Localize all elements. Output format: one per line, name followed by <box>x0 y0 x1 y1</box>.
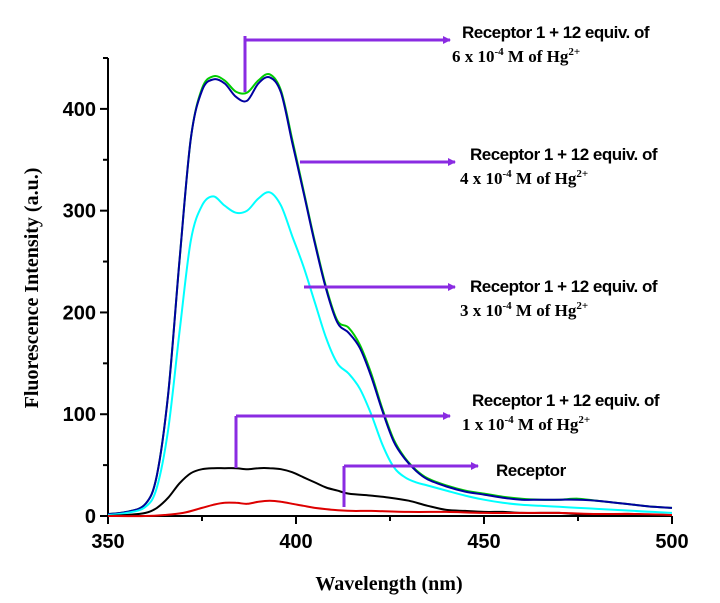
annotation-label-line1: Receptor 1 + 12 equiv. of <box>472 391 660 410</box>
annotation-4: Receptor 1 + 12 equiv. of 1 x 10-4 M of H… <box>234 391 660 468</box>
y-tick-label: 200 <box>63 302 96 324</box>
y-tick-label: 0 <box>85 506 96 528</box>
annotation-3: Receptor 1 + 12 equiv. of 3 x 10-4 M of H… <box>304 277 658 320</box>
y-tick-label: 400 <box>63 99 96 121</box>
annotation-label-line2: 6 x 10-4 M of Hg2+ <box>452 46 580 66</box>
annotation-label-line2: 3 x 10-4 M of Hg2+ <box>460 300 588 320</box>
y-tick-label: 100 <box>63 404 96 426</box>
annotation-5: Receptor <box>342 461 567 507</box>
annotation-layer: Receptor 1 + 12 equiv. of 6 x 10-4 M of H… <box>234 23 660 507</box>
series-layer <box>107 72 673 518</box>
x-tick-label: 500 <box>655 531 688 553</box>
series-line-3 <box>107 191 673 516</box>
series-line-5 <box>107 499 673 518</box>
annotation-label-line1: Receptor <box>496 461 567 480</box>
annotation-label-line2: 1 x 10-4 M of Hg2+ <box>462 414 590 434</box>
annotation-label-line1: Receptor 1 + 12 equiv. of <box>462 23 650 42</box>
annotation-2: Receptor 1 + 12 equiv. of 4 x 10-4 M of H… <box>300 145 658 188</box>
series-line-2 <box>107 75 673 515</box>
y-tick-label: 300 <box>63 201 96 223</box>
x-tick-label: 350 <box>91 531 124 553</box>
annotation-label-line2: 4 x 10-4 M of Hg2+ <box>460 168 588 188</box>
x-axis-title: Wavelength (nm) <box>315 573 462 595</box>
x-tick-label: 450 <box>467 531 500 553</box>
annotation-label-line1: Receptor 1 + 12 equiv. of <box>470 277 658 296</box>
axes: 350 400 450 500 0 100 200 300 400 <box>63 57 689 553</box>
annotation-label-line1: Receptor 1 + 12 equiv. of <box>470 145 658 164</box>
annotation-1: Receptor 1 + 12 equiv. of 6 x 10-4 M of H… <box>243 23 650 92</box>
x-tick-label: 400 <box>279 531 312 553</box>
y-axis-title: Fluorescence Intensity (a.u.) <box>21 168 43 409</box>
